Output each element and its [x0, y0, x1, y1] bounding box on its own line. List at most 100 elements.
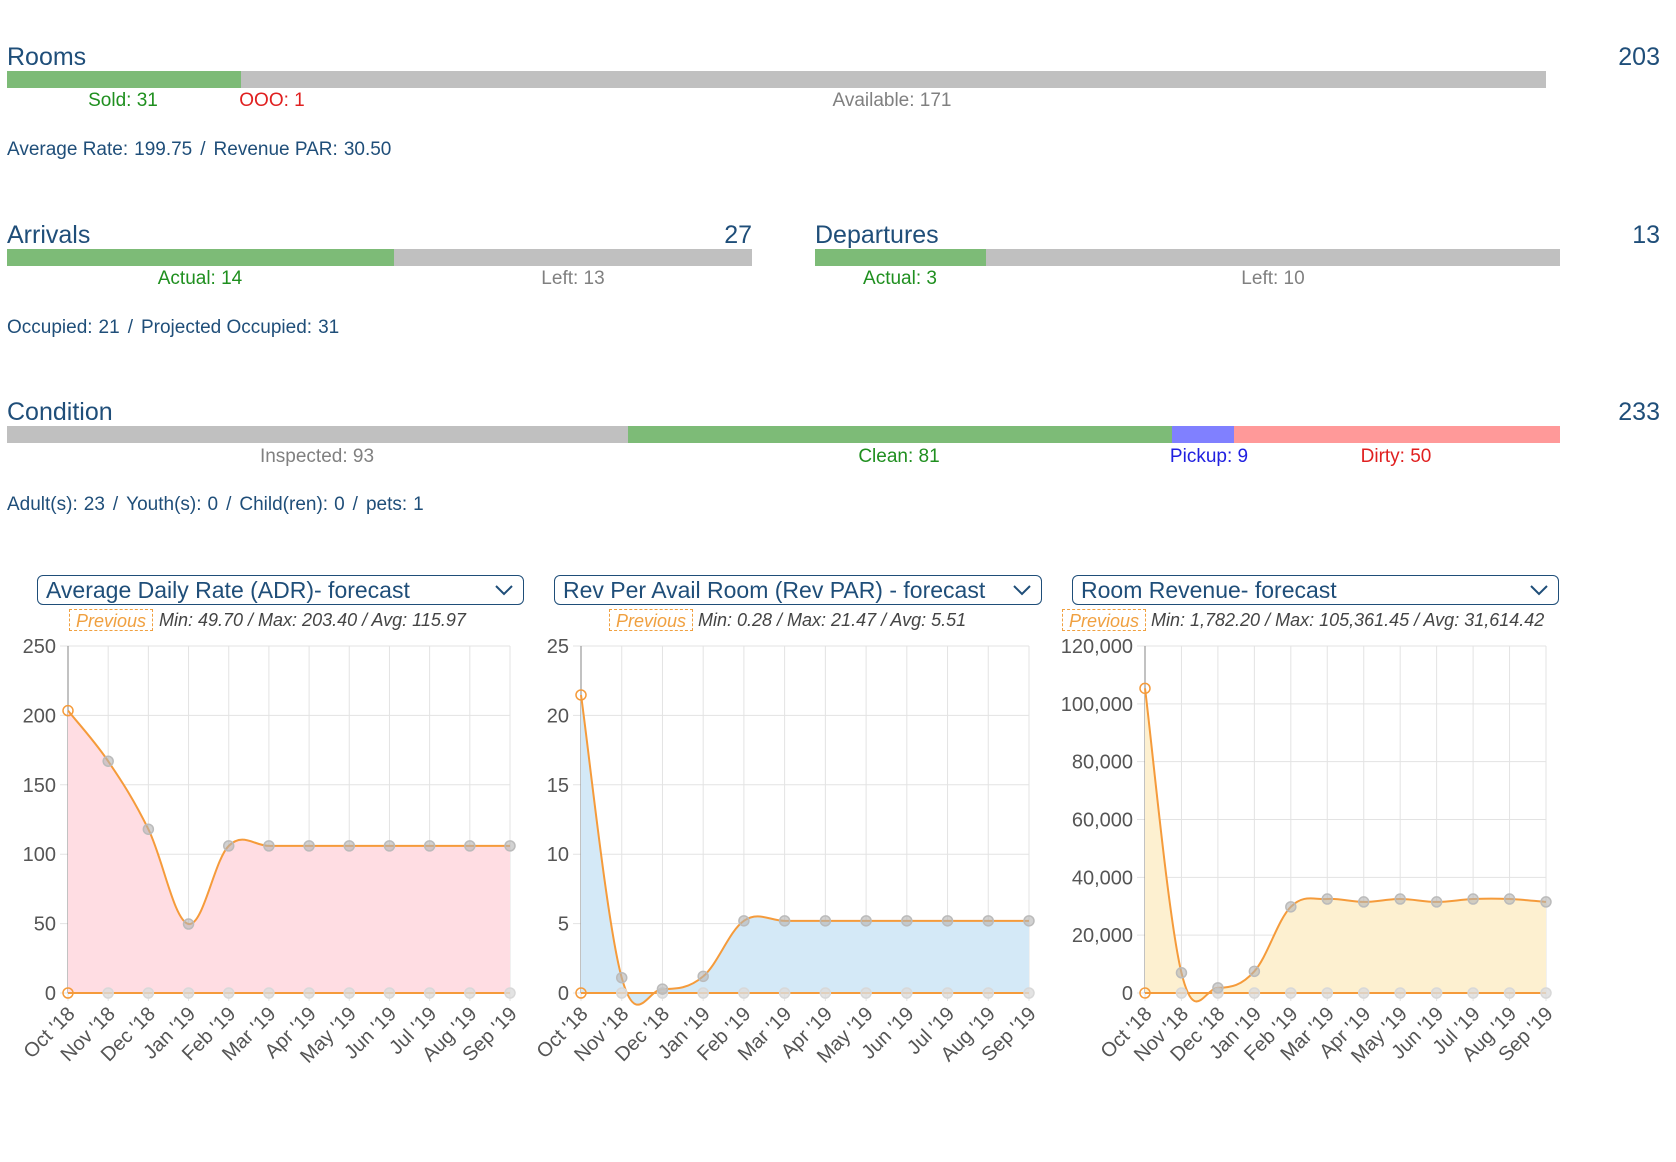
- data-point[interactable]: [1357, 896, 1370, 908]
- arrivals-actual-label: Actual: 14: [157, 268, 243, 289]
- chart-3-select-label: Room Revenue- forecast: [1081, 577, 1337, 603]
- y-tick-label: 60,000: [1072, 810, 1133, 832]
- chevron-down-icon: [495, 585, 513, 596]
- children-value: 0: [334, 494, 345, 515]
- data-point[interactable]: [778, 915, 791, 927]
- y-tick-label: 120,000: [1061, 636, 1133, 658]
- data-point[interactable]: [982, 915, 995, 927]
- previous-data-point[interactable]: [1394, 987, 1406, 999]
- data-point[interactable]: [142, 823, 155, 835]
- previous-data-point[interactable]: [102, 987, 114, 999]
- previous-data-point[interactable]: [423, 987, 436, 999]
- youths-label: Youth(s):: [126, 494, 202, 515]
- data-point[interactable]: [464, 840, 476, 852]
- data-point[interactable]: [1248, 965, 1261, 978]
- previous-data-point[interactable]: [819, 987, 832, 999]
- data-point[interactable]: [941, 915, 954, 927]
- data-point[interactable]: [383, 840, 396, 852]
- previous-data-point[interactable]: [697, 987, 709, 999]
- data-point[interactable]: [656, 983, 669, 995]
- previous-data-point[interactable]: [383, 987, 396, 999]
- data-point[interactable]: [504, 840, 516, 852]
- previous-data-point[interactable]: [860, 987, 872, 999]
- previous-data-point[interactable]: [982, 987, 995, 999]
- previous-data-point[interactable]: [1357, 987, 1370, 999]
- chart-1-metric-select[interactable]: Average Daily Rate (ADR)- forecast: [37, 575, 524, 605]
- data-point[interactable]: [1321, 893, 1334, 905]
- previous-data-point[interactable]: [62, 987, 74, 999]
- previous-data-point[interactable]: [1540, 987, 1552, 999]
- previous-data-point[interactable]: [1285, 987, 1297, 999]
- data-point[interactable]: [1467, 893, 1479, 905]
- data-point[interactable]: [575, 689, 587, 701]
- y-tick-label: 100: [23, 844, 56, 866]
- previous-data-point[interactable]: [303, 987, 315, 999]
- data-point[interactable]: [182, 918, 195, 930]
- data-point[interactable]: [102, 755, 114, 767]
- series-area: [581, 694, 1029, 1005]
- chart-3-metric-select[interactable]: Room Revenue- forecast: [1072, 575, 1559, 605]
- revpar-label: Revenue PAR:: [213, 139, 338, 160]
- data-point[interactable]: [222, 840, 235, 852]
- previous-data-point[interactable]: [738, 987, 750, 999]
- data-point[interactable]: [263, 840, 275, 852]
- data-point[interactable]: [1540, 896, 1552, 908]
- previous-data-point[interactable]: [464, 987, 476, 999]
- previous-data-point[interactable]: [1503, 987, 1516, 999]
- arrivals-total: 27: [724, 221, 752, 249]
- data-point[interactable]: [1394, 893, 1406, 905]
- rooms-bar: [7, 71, 1546, 88]
- chevron-down-icon: [1530, 585, 1548, 596]
- data-point[interactable]: [819, 915, 832, 927]
- previous-data-point[interactable]: [343, 987, 356, 999]
- rooms-available-label: Available: 171: [832, 90, 952, 111]
- previous-data-point[interactable]: [1467, 987, 1479, 999]
- chart-1-stats: Min: 49.70 / Max: 203.40 / Avg: 115.97: [159, 610, 466, 630]
- data-point[interactable]: [1023, 915, 1035, 927]
- chart-3-stats: Min: 1,782.20 / Max: 105,361.45 / Avg: 3…: [1151, 610, 1545, 630]
- data-point[interactable]: [901, 915, 913, 927]
- chart-2-previous-toggle[interactable]: Previous: [609, 609, 694, 631]
- previous-data-point[interactable]: [901, 987, 913, 999]
- data-point[interactable]: [1503, 893, 1516, 905]
- previous-data-point[interactable]: [263, 987, 275, 999]
- previous-data-point[interactable]: [142, 987, 155, 999]
- avg-rate-value: 199.75: [134, 139, 193, 160]
- data-point[interactable]: [1212, 982, 1224, 994]
- data-point[interactable]: [1430, 896, 1443, 908]
- data-point[interactable]: [697, 970, 709, 983]
- data-point[interactable]: [343, 840, 356, 852]
- previous-data-point[interactable]: [615, 987, 628, 999]
- data-point[interactable]: [423, 840, 436, 852]
- data-point[interactable]: [615, 971, 628, 984]
- data-point[interactable]: [1285, 901, 1297, 913]
- previous-data-point[interactable]: [1430, 987, 1443, 999]
- previous-data-point[interactable]: [222, 987, 235, 999]
- data-point[interactable]: [1175, 967, 1188, 979]
- previous-data-point[interactable]: [1321, 987, 1334, 999]
- data-point[interactable]: [1139, 682, 1151, 695]
- data-point[interactable]: [62, 704, 74, 717]
- chart-2-metric-select[interactable]: Rev Per Avail Room (Rev PAR) - forecast: [554, 575, 1042, 605]
- condition-pickup-segment: [1171, 426, 1234, 443]
- departures-left-label: Left: 10: [1241, 268, 1305, 289]
- y-tick-label: 250: [23, 636, 56, 658]
- data-point[interactable]: [738, 915, 750, 927]
- data-point[interactable]: [860, 915, 872, 927]
- previous-data-point[interactable]: [1023, 987, 1035, 999]
- chart-1-previous-toggle[interactable]: Previous: [69, 609, 154, 631]
- chart-3-previous-toggle[interactable]: Previous: [1062, 609, 1147, 631]
- data-point[interactable]: [303, 840, 315, 852]
- departures-actual-label: Actual: 3: [863, 268, 937, 289]
- previous-data-point[interactable]: [504, 987, 516, 999]
- y-tick-label: 0: [45, 983, 56, 1005]
- previous-data-point[interactable]: [575, 987, 587, 999]
- previous-data-point[interactable]: [1248, 987, 1261, 999]
- previous-data-point[interactable]: [182, 987, 195, 999]
- previous-data-point[interactable]: [1175, 987, 1188, 999]
- series-area: [1145, 688, 1546, 1002]
- previous-data-point[interactable]: [1139, 987, 1151, 999]
- revpar-value: 30.50: [343, 139, 392, 160]
- previous-data-point[interactable]: [778, 987, 791, 999]
- previous-data-point[interactable]: [941, 987, 954, 999]
